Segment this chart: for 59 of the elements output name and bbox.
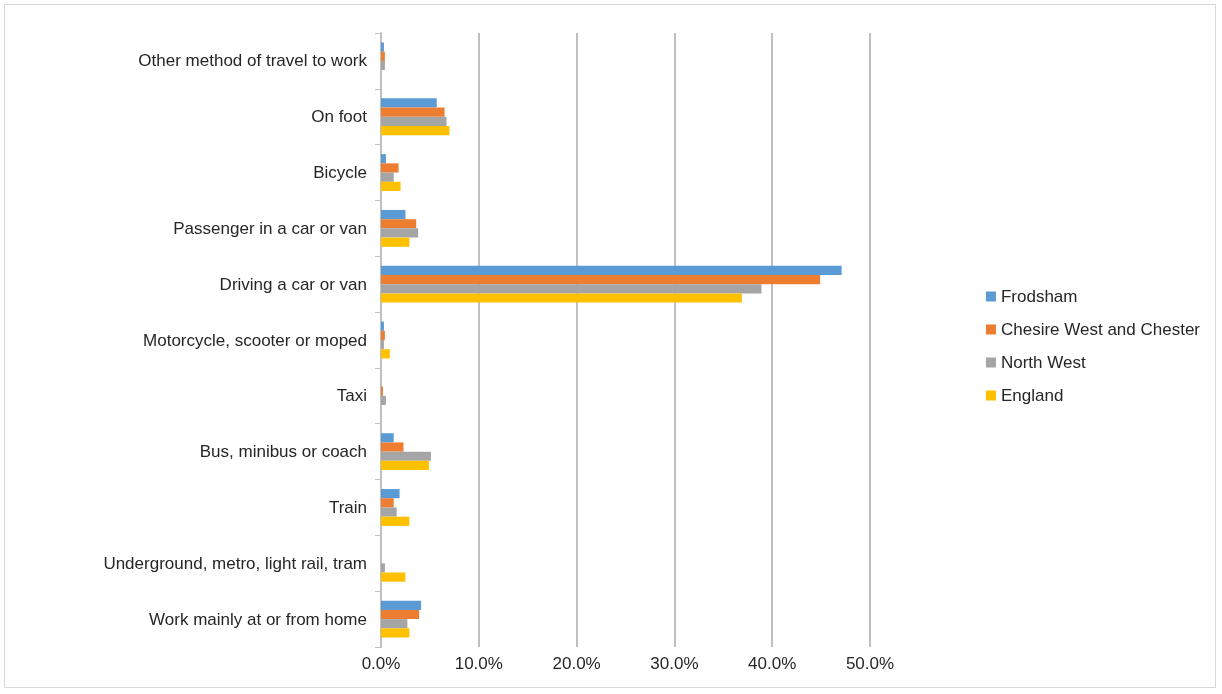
bar <box>381 572 406 582</box>
bar <box>381 116 447 126</box>
bar <box>381 340 384 350</box>
bar <box>381 563 385 573</box>
bar <box>381 125 450 136</box>
x-tick-label: 50.0% <box>845 654 895 673</box>
bar <box>381 451 431 461</box>
bar <box>381 628 410 638</box>
y-tick-label: Bus, minibus or coach <box>199 442 367 462</box>
y-tick-label: Motorcycle, scooter or moped <box>143 330 367 350</box>
bar <box>381 209 406 220</box>
y-tick-label: Taxi <box>336 386 367 406</box>
bar <box>381 460 429 471</box>
x-tick-label: 10.0% <box>454 654 503 673</box>
bar <box>381 516 410 526</box>
bar <box>381 60 385 71</box>
bar <box>381 619 408 629</box>
y-tick-label: Passenger in a car or van <box>173 218 367 238</box>
bar <box>381 395 386 406</box>
bar <box>381 489 400 499</box>
bar <box>381 442 404 452</box>
bar <box>381 321 384 331</box>
bar <box>381 274 821 285</box>
legend-label: Frodsham <box>1000 287 1078 306</box>
bar <box>381 284 762 294</box>
bar <box>381 237 410 247</box>
x-tick-label: 30.0% <box>650 654 699 673</box>
bar <box>381 154 386 164</box>
legend-label: England <box>1000 386 1064 405</box>
bar <box>381 433 394 443</box>
bar <box>381 219 417 229</box>
y-tick-label: Driving a car or van <box>219 274 367 294</box>
bar <box>381 330 385 340</box>
bar <box>381 228 419 238</box>
x-tick-label: 0.0% <box>361 654 401 673</box>
legend-label: North West <box>1000 353 1086 372</box>
y-tick-label: On foot <box>311 107 368 127</box>
y-tick-label: Work mainly at or from home <box>149 609 367 629</box>
bar <box>381 163 399 173</box>
x-tick-label: 40.0% <box>748 654 797 673</box>
bar <box>381 181 401 191</box>
y-tick-label: Other method of travel to work <box>138 51 368 71</box>
bar <box>381 265 842 275</box>
bar <box>381 600 422 610</box>
bar <box>381 172 394 182</box>
legend-label: Chesire West and Chester <box>1000 320 1201 339</box>
x-tick-label: 20.0% <box>552 654 601 673</box>
bar <box>381 107 445 117</box>
bar <box>381 293 742 303</box>
bar <box>381 609 420 620</box>
bar <box>381 98 437 108</box>
bar <box>381 498 394 508</box>
y-tick-label: Train <box>328 497 367 517</box>
bar <box>381 349 390 359</box>
y-tick-label: Underground, metro, light rail, tram <box>103 553 367 573</box>
bar <box>381 42 384 52</box>
bar <box>381 507 397 517</box>
bar <box>381 51 385 61</box>
y-tick-label: Bicycle <box>313 163 367 183</box>
